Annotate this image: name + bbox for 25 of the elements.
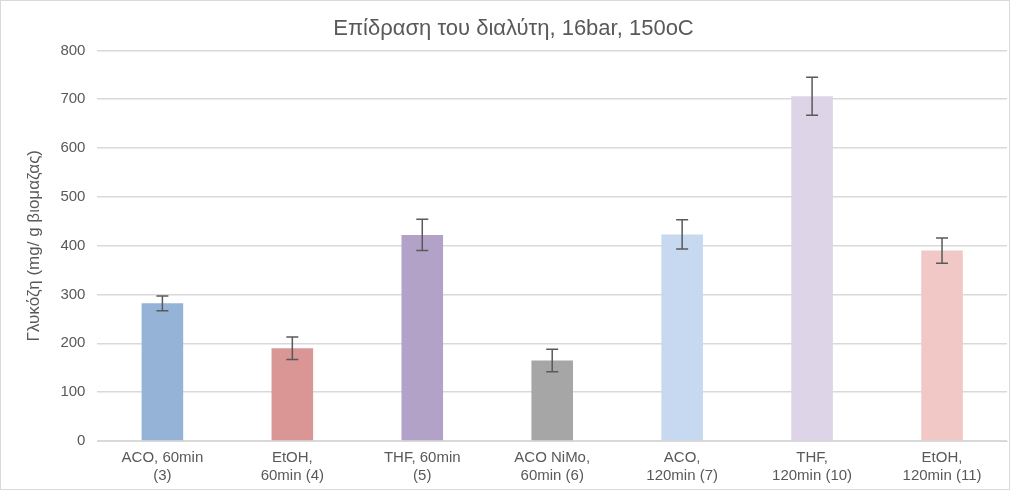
y-tick-label: 200 <box>60 333 86 351</box>
x-tick-label: ACO, 60min (3) <box>121 448 204 484</box>
y-tick-label: 700 <box>60 89 86 107</box>
bar <box>791 96 833 441</box>
y-tick-label: 800 <box>60 40 86 58</box>
y-tick-label: 300 <box>60 284 86 302</box>
x-tick-label: ACO, 120min (7) <box>646 448 718 484</box>
bar <box>401 234 444 441</box>
x-tick-label: THF, 60min (5) <box>383 448 461 484</box>
x-tick-label: THF, 120min (10) <box>772 448 853 484</box>
chart-title: Επίδραση του διαλύτη, 16bar, 150oC <box>333 15 694 41</box>
y-tick-label: 600 <box>60 138 86 156</box>
bar <box>271 348 314 441</box>
bar <box>661 234 703 441</box>
y-tick-label: 400 <box>60 235 86 253</box>
x-tick-label: EtOH, 60min (4) <box>260 448 325 484</box>
bar <box>531 360 573 441</box>
bar <box>921 250 963 441</box>
y-tick-label: 500 <box>60 187 86 205</box>
y-tick-label: 0 <box>77 431 86 449</box>
y-axis-title: Γλυκόζη (mg/ g βιομαζας) <box>23 149 43 342</box>
x-tick-label: EtOH, 120min (11) <box>902 448 982 484</box>
y-tick-label: 100 <box>60 382 86 400</box>
x-tick-label: ACO NiMo, 60min (6) <box>514 448 591 484</box>
bar <box>141 303 184 441</box>
